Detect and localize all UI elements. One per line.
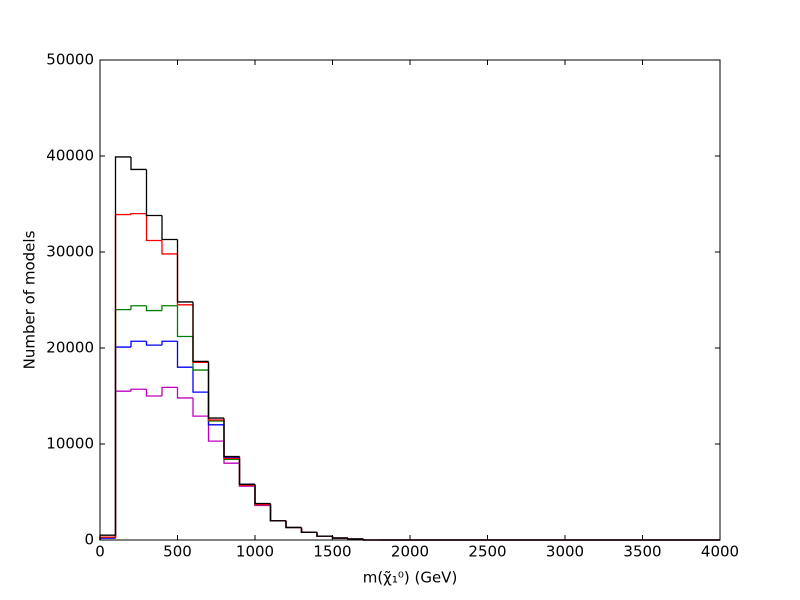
histogram-step <box>130 305 147 310</box>
histogram-step <box>269 503 286 522</box>
x-tick-label: 3500 <box>623 543 661 561</box>
x-tick-label: 500 <box>163 543 192 561</box>
histogram-step <box>331 536 348 539</box>
histogram-step <box>176 341 193 368</box>
histogram-step <box>161 215 178 241</box>
histogram-step <box>316 532 333 537</box>
histogram-step <box>130 340 147 348</box>
histogram-step <box>145 169 162 217</box>
histogram-step <box>254 484 271 505</box>
histogram-step <box>285 520 302 529</box>
y-tick-label: 50000 <box>46 51 94 69</box>
histogram-step <box>223 418 240 458</box>
histogram-step <box>192 397 209 417</box>
histogram-step <box>145 213 162 242</box>
histogram-step <box>176 387 193 399</box>
histogram-step <box>192 367 209 393</box>
y-tick-label: 30000 <box>46 243 94 261</box>
y-tick-label: 0 <box>84 531 94 549</box>
y-axis-label: Number of models <box>21 230 39 369</box>
histogram-step <box>114 156 131 536</box>
y-tick-label: 10000 <box>46 435 94 453</box>
histogram-step <box>207 361 224 419</box>
x-tick-label: 1000 <box>236 543 274 561</box>
x-tick-label: 0 <box>95 543 105 561</box>
histogram-step <box>161 305 178 311</box>
histogram-step <box>347 538 364 540</box>
histogram-step <box>145 305 162 312</box>
histogram-step <box>145 389 162 397</box>
plot-frame <box>99 59 721 541</box>
histogram-step <box>176 305 193 338</box>
y-tick-label: 40000 <box>46 147 94 165</box>
histogram-step <box>130 388 147 392</box>
x-axis-label: m(χ̃₁⁰) (GeV) <box>363 569 458 587</box>
histogram-step <box>192 301 209 363</box>
histogram-step <box>238 456 255 485</box>
histogram-step <box>161 340 178 346</box>
histogram-step <box>176 239 193 303</box>
x-tick-label: 2500 <box>468 543 506 561</box>
histogram-step <box>130 212 147 215</box>
x-tick-label: 1500 <box>313 543 351 561</box>
x-tick-label: 3000 <box>546 543 584 561</box>
histogram-step <box>161 240 178 255</box>
x-tick-label: 4000 <box>701 543 739 561</box>
histogram-step <box>130 156 147 171</box>
y-tick-label: 20000 <box>46 339 94 357</box>
histogram-step <box>145 341 162 346</box>
x-tick-label: 2000 <box>391 543 429 561</box>
histogram-step <box>161 386 178 396</box>
histogram-step <box>300 527 317 533</box>
